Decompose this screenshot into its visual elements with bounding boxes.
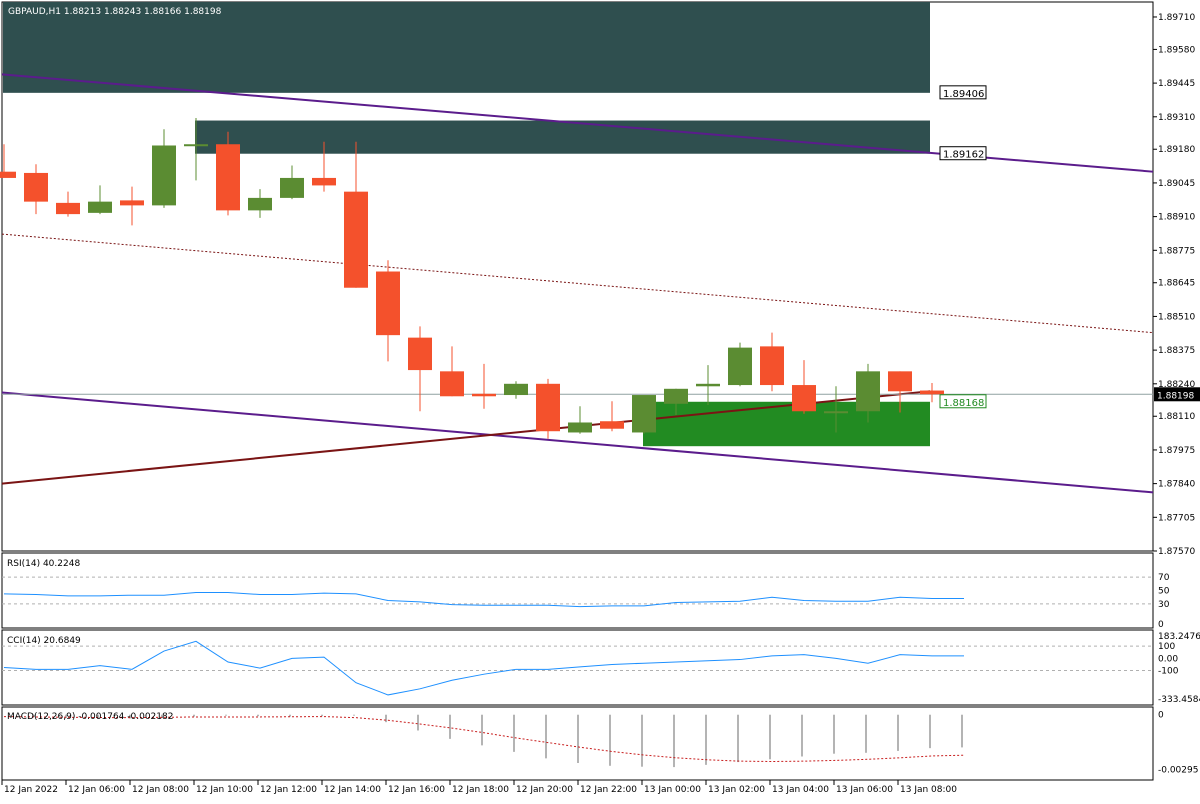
cci-tick-label: 0.00 [1158,654,1178,664]
x-axis-tick-label: 13 Jan 06:00 [836,785,893,795]
x-axis-tick-label: 12 Jan 14:00 [324,785,381,795]
candle-body[interactable] [56,202,80,215]
cci-tick-label: 100 [1158,642,1175,652]
candle-body[interactable] [536,383,560,432]
zone-price-label: 1.89406 [943,89,984,100]
cci-title: CCI(14) 20.6849 [7,636,81,646]
y-axis-tick-label: 1.89445 [1158,79,1195,89]
rsi-line [3,592,964,608]
cci-line [3,640,964,696]
candle-body[interactable] [376,271,400,336]
macd-signal-line [3,716,965,763]
candle-body[interactable] [440,371,464,397]
candle-body[interactable] [248,197,272,211]
macd-tick-label: 0 [1158,711,1164,721]
x-axis-tick-label: 13 Jan 04:00 [772,785,829,795]
candle-body[interactable] [312,177,336,186]
panel-frame-rsi [1,552,1154,629]
zone-price-label: 1.88168 [943,398,984,409]
candle-body[interactable] [664,388,688,404]
x-axis-tick-label: 13 Jan 08:00 [900,785,957,795]
y-axis-tick-label: 1.88510 [1158,312,1195,322]
cci-tick-label: 183.2476 [1158,632,1200,642]
y-axis-tick-label: 1.88375 [1158,346,1195,356]
rsi-tick-label: 30 [1158,600,1170,610]
x-axis-tick-label: 12 Jan 08:00 [132,785,189,795]
candle-body[interactable] [152,145,176,206]
x-axis-tick-label: 12 Jan 06:00 [68,785,125,795]
candle-body[interactable] [920,390,944,395]
candle-body[interactable] [792,385,816,412]
y-axis-tick-label: 1.88240 [1158,380,1195,390]
y-axis-tick-label: 1.88910 [1158,213,1195,223]
zone-price-tag [939,146,987,161]
y-axis-tick-label: 1.87570 [1158,547,1195,557]
candle-body[interactable] [344,191,368,288]
rsi-tick-label: 70 [1158,573,1170,583]
macd-tick-label: -0.00295 [1158,766,1198,776]
candle-body[interactable] [760,346,784,386]
y-axis-tick-label: 1.89310 [1158,113,1195,123]
candle-body[interactable] [824,411,848,414]
candle-body[interactable] [216,144,240,211]
candle-body[interactable] [888,371,912,392]
x-axis-tick-label: 12 Jan 2022 [4,785,58,795]
cci-tick-label: -100 [1158,667,1179,677]
candle-body[interactable] [24,172,48,202]
y-axis-tick-label: 1.89580 [1158,45,1195,55]
candle-body[interactable] [184,144,208,147]
x-axis-tick-label: 13 Jan 00:00 [644,785,701,795]
macd-title: MACD(12,26,9) -0.001764 -0.002182 [7,712,173,722]
candle-body[interactable] [408,337,432,371]
rsi-title: RSI(14) 40.2248 [7,559,80,569]
x-axis-tick-label: 12 Jan 20:00 [516,785,573,795]
candle-body[interactable] [88,201,112,213]
x-axis-tick-label: 12 Jan 10:00 [196,785,253,795]
candle-body[interactable] [120,200,144,206]
y-axis-tick-label: 1.89045 [1158,179,1195,189]
x-axis-tick-label: 12 Jan 12:00 [260,785,317,795]
cci-tick-label: -333.4584 [1158,695,1200,705]
zone-price-tag [939,394,987,409]
y-axis-tick-label: 1.89710 [1158,13,1195,23]
candle-body[interactable] [632,395,656,433]
candle-body[interactable] [280,177,304,198]
moving-average-line [1,390,931,485]
candle-body[interactable] [568,422,592,433]
y-axis-tick-label: 1.89180 [1158,145,1195,155]
candle-body[interactable] [696,383,720,387]
current-price-box [1154,387,1200,402]
zone-rectangle [3,2,930,93]
y-axis-tick-label: 1.88645 [1158,279,1195,289]
x-axis-tick-label: 12 Jan 22:00 [580,785,637,795]
y-axis-tick-label: 1.87705 [1158,513,1195,523]
y-axis-tick-label: 1.88110 [1158,412,1195,422]
trendline-lower-channel [1,391,1154,494]
y-axis-tick-label: 1.87840 [1158,480,1195,490]
rsi-tick-label: 50 [1158,587,1170,597]
zone-rectangle [643,401,930,447]
trendline-mid-channel [1,233,1154,334]
candle-body[interactable] [600,421,624,429]
x-axis-tick-label: 12 Jan 18:00 [452,785,509,795]
zone-rectangle [195,120,930,154]
rsi-tick-label: 0 [1158,620,1164,630]
y-axis-tick-label: 1.88775 [1158,246,1195,256]
zone-price-label: 1.89162 [943,150,984,161]
candle-body[interactable] [856,371,880,412]
zone-price-tag [939,85,987,100]
x-axis-tick-label: 13 Jan 02:00 [708,785,765,795]
candle-body[interactable] [728,347,752,386]
current-price-label: 1.88198 [1157,391,1194,401]
candle-body[interactable] [0,171,16,178]
symbol-ohlc-header: GBPAUD,H1 1.88213 1.88243 1.88166 1.8819… [8,7,222,17]
y-axis-tick-label: 1.87975 [1158,446,1195,456]
candle-body[interactable] [504,383,528,396]
x-axis-tick-label: 12 Jan 16:00 [388,785,445,795]
candle-body[interactable] [472,393,496,397]
